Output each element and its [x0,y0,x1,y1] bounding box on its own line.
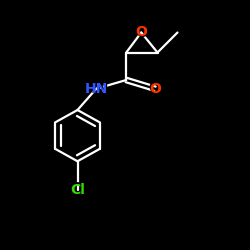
Text: Cl: Cl [70,182,86,198]
Text: HN: HN [84,82,108,96]
Text: O: O [135,26,147,40]
Text: O: O [135,25,148,40]
Text: Cl: Cl [70,183,85,197]
Text: HN: HN [84,81,109,96]
Text: O: O [148,81,162,96]
Text: O: O [149,82,161,96]
